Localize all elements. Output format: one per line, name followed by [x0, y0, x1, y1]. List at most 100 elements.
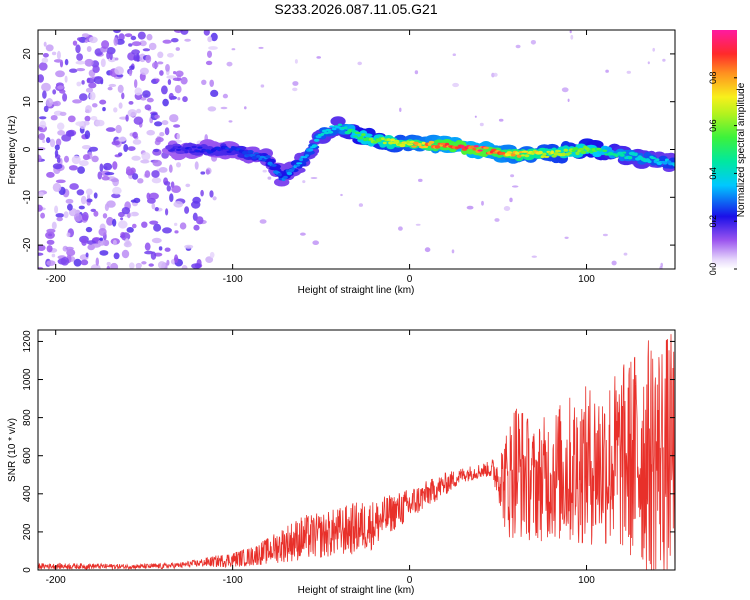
noise-blob [128, 69, 133, 77]
ridge-blob [299, 157, 303, 162]
ridge-blob [602, 149, 608, 153]
noise-blob [141, 152, 151, 161]
noise-blob [38, 191, 45, 197]
noise-blob [201, 79, 207, 86]
noise-blob [46, 239, 55, 245]
y-tick-label: 800 [22, 409, 33, 426]
noise-blob [52, 163, 63, 170]
noise-blob [567, 98, 570, 103]
noise-blob [498, 118, 504, 122]
noise-blob [71, 155, 81, 165]
noise-blob [474, 115, 477, 118]
noise-blob [151, 202, 156, 210]
ridge-blob [483, 146, 489, 150]
noise-blob [111, 140, 121, 146]
noise-blob [46, 228, 56, 234]
noise-blob [102, 213, 108, 219]
noise-blob [168, 164, 173, 173]
ridge-blob [331, 127, 337, 131]
noise-blob [38, 154, 42, 163]
ridge-blob [386, 138, 391, 142]
noise-blob [77, 37, 83, 41]
noise-blob [110, 262, 119, 269]
noise-blob [561, 87, 569, 93]
ridge-blob [460, 145, 465, 149]
noise-blob [452, 82, 459, 88]
noise-blob [177, 97, 181, 101]
noise-blob [99, 250, 109, 256]
colorbar-tick-label: 0.4 [708, 167, 718, 180]
noise-blob [647, 61, 650, 65]
noise-blob [137, 31, 146, 40]
noise-blob [193, 224, 200, 231]
noise-blob [150, 251, 157, 260]
noise-blob [175, 47, 180, 51]
ridge-blob [277, 173, 282, 177]
ridge-blob [634, 152, 638, 157]
ridge-blob [627, 156, 633, 160]
snr-line [38, 334, 675, 570]
noise-blob [134, 79, 138, 89]
noise-blob [127, 109, 137, 117]
noise-blob [60, 257, 70, 266]
noise-blob [166, 185, 171, 192]
noise-blob [418, 178, 423, 182]
ridge-blob [337, 123, 343, 127]
ridge-blob [456, 146, 462, 149]
noise-blob [78, 205, 85, 210]
noise-blob [62, 93, 68, 102]
noise-blob [63, 211, 69, 219]
noise-blob [76, 53, 83, 61]
noise-blob [89, 91, 96, 101]
noise-blob [162, 39, 172, 44]
noise-blob [102, 107, 106, 112]
noise-blob [167, 79, 172, 85]
ridge-blob [636, 152, 644, 157]
ridge-blob [619, 153, 625, 157]
ridge-blob [258, 157, 263, 161]
noise-blob [86, 46, 92, 52]
noise-blob [481, 200, 484, 206]
noise-blob [131, 155, 141, 161]
noise-blob [292, 87, 298, 92]
noise-blob [85, 105, 92, 114]
noise-blob [207, 50, 212, 58]
ridge-blob [174, 145, 179, 149]
colorbar-label: Normalized spectral amplitude [736, 82, 747, 217]
noise-blob [602, 233, 608, 237]
noise-blob [141, 221, 148, 228]
snr-panel: -200 -100 0 100 0 200 400 600 800 1000 1200 Heigh… [7, 329, 676, 596]
noise-blob [45, 44, 54, 52]
noise-blob [45, 231, 55, 239]
noise-blob [503, 206, 511, 211]
noise-blob [124, 33, 133, 38]
noise-blob [51, 51, 57, 56]
noise-blob [231, 48, 236, 51]
noise-blob [131, 41, 142, 47]
noise-blob [97, 171, 103, 180]
noise-blob [121, 207, 131, 215]
noise-blob [452, 53, 456, 56]
noise-blob [99, 99, 107, 105]
noise-blob [52, 182, 62, 192]
noise-blob [172, 77, 182, 82]
noise-blob [142, 90, 151, 98]
ridge-blob [407, 143, 414, 146]
ridge-blob [197, 146, 203, 149]
noise-blob [165, 208, 169, 216]
noise-blob [101, 175, 110, 181]
noise-blob [112, 218, 117, 227]
ridge-blob [188, 147, 193, 151]
noise-blob [92, 65, 100, 73]
noise-blob [300, 232, 306, 236]
noise-blob [56, 157, 61, 164]
noise-blob [46, 245, 53, 253]
noise-blob [64, 75, 68, 83]
ridge-blob [524, 154, 530, 158]
ridge-blob [251, 155, 258, 160]
x-tick-label: 100 [578, 575, 595, 586]
noise-blob [161, 85, 168, 95]
noise-blob [118, 136, 127, 142]
